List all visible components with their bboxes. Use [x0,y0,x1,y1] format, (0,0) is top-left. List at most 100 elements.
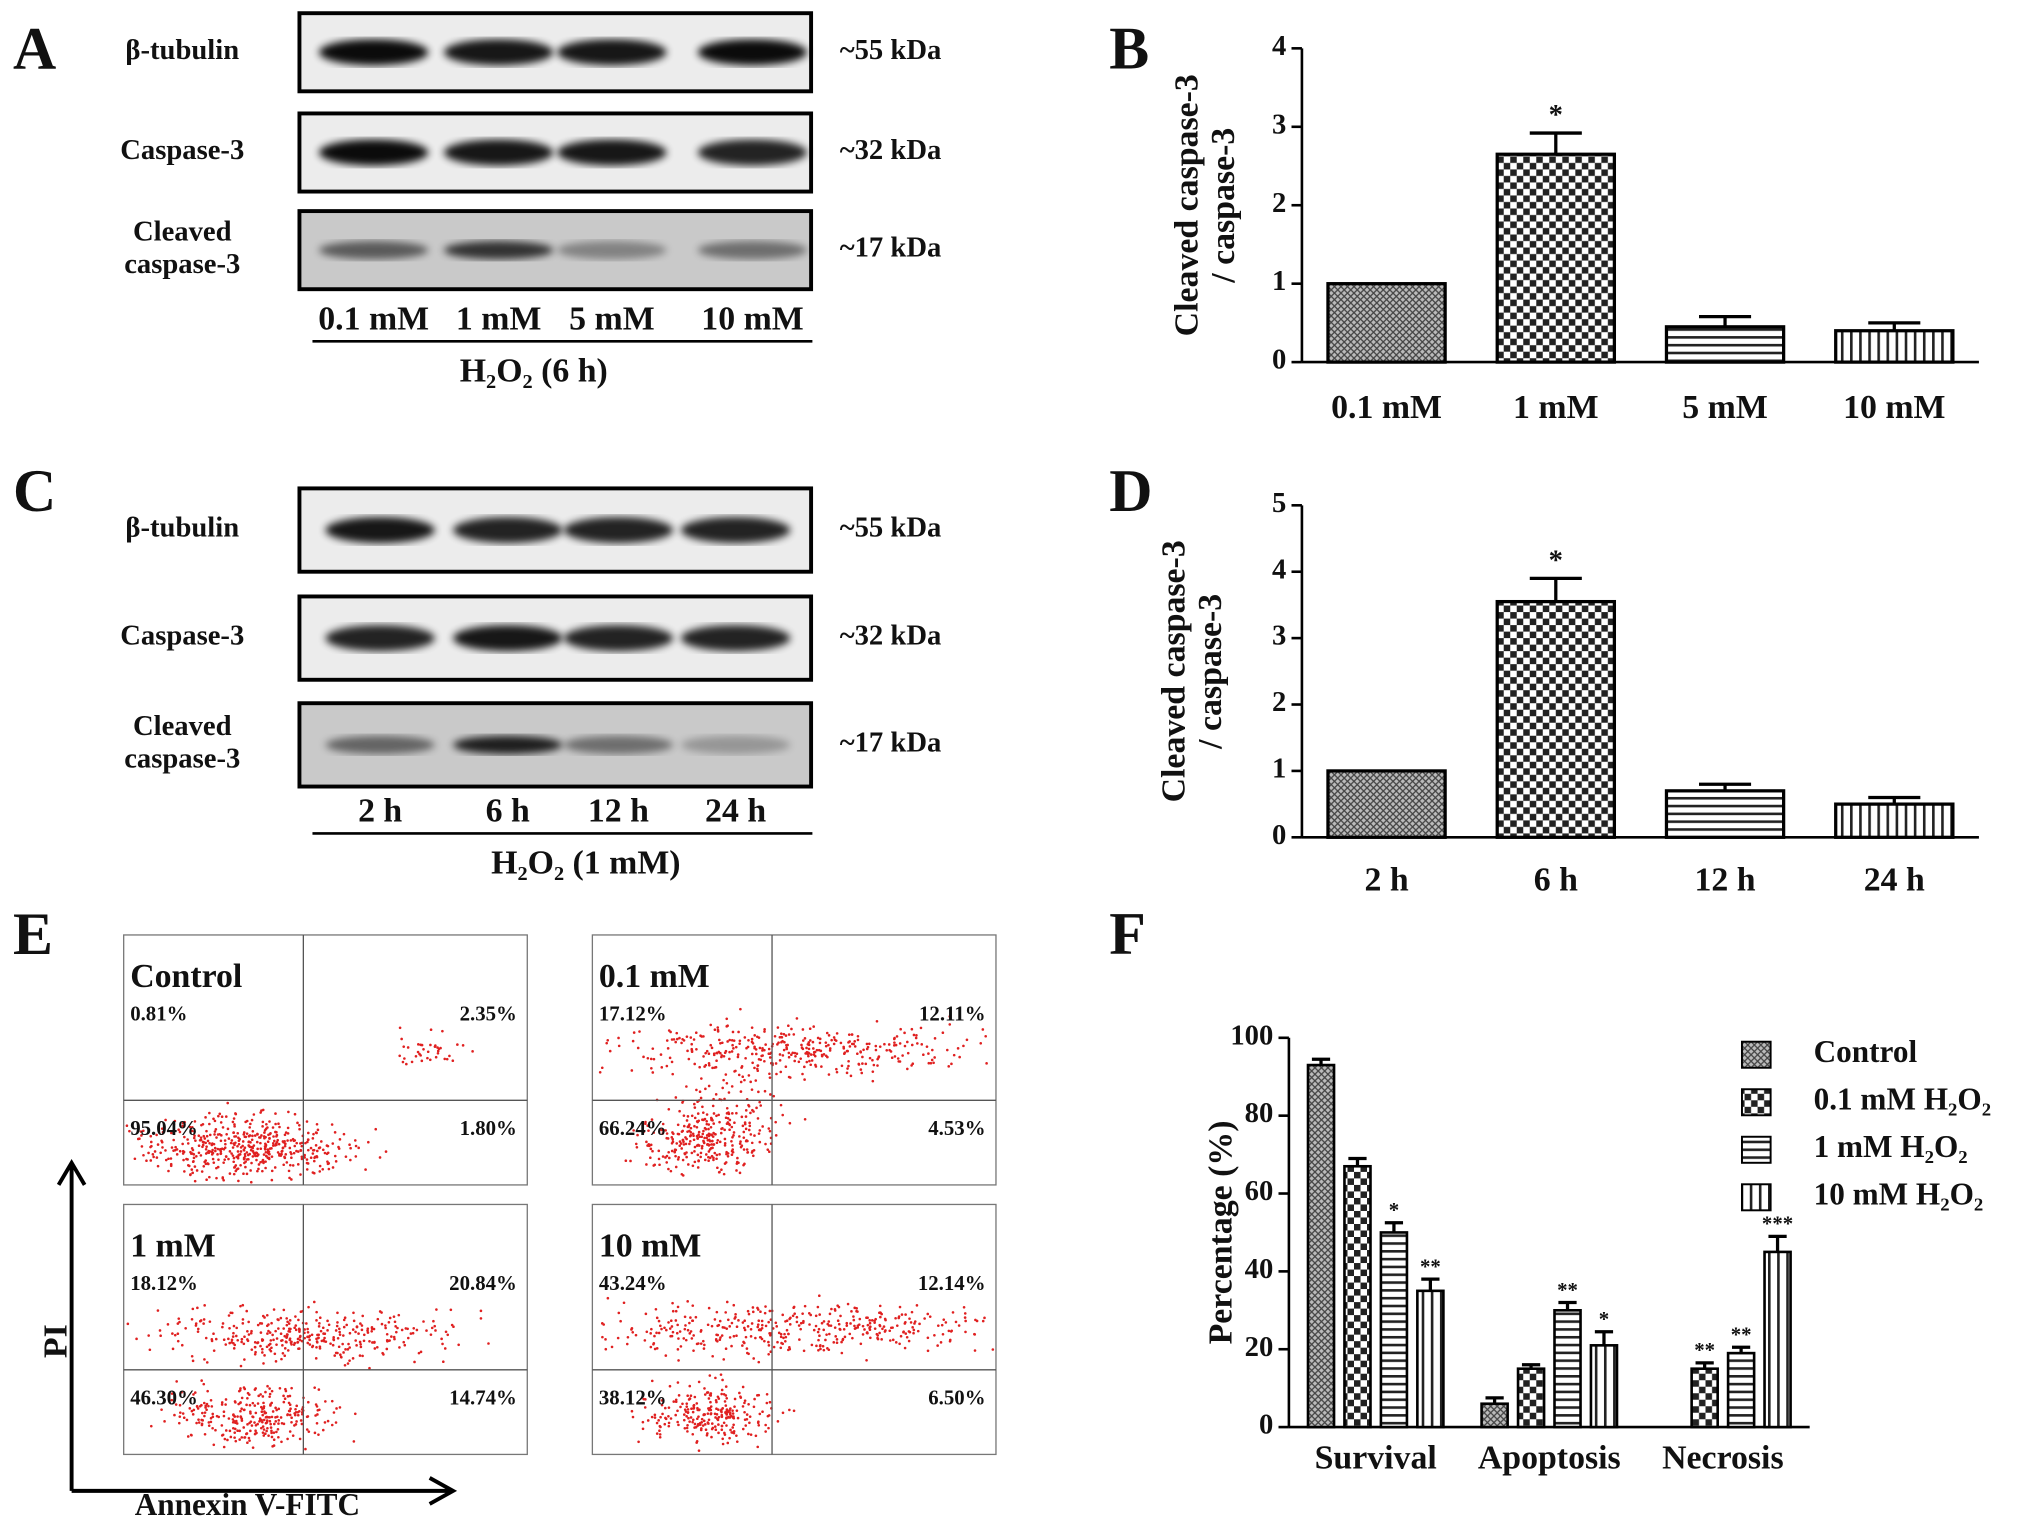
flow-event [296,1121,299,1125]
flow-event [330,1123,334,1126]
flow-event [246,1423,249,1426]
flow-event [254,1151,258,1154]
flow-event [281,1344,284,1347]
flow-event [665,1161,669,1164]
flow-event [298,1330,301,1333]
flow-event [652,1341,656,1345]
flow-event [629,1159,632,1163]
flow-event [707,1306,711,1310]
flow-event [909,1321,913,1324]
flow-event [176,1332,180,1336]
flow-event [737,1030,740,1034]
flow-event [856,1326,860,1329]
flow-event [256,1153,260,1156]
flow-event [725,1327,729,1330]
flow-event [747,1074,751,1077]
blot-band [563,735,674,754]
flow-event [404,1327,408,1330]
quadrant-percent: 43.24% [599,1271,667,1295]
flow-event [323,1336,326,1340]
flow-event [264,1127,268,1131]
flow-event [710,1133,714,1137]
flow-event [309,1146,313,1150]
flow-event [236,1429,239,1433]
flow-event [324,1400,327,1403]
flow-event [804,1052,807,1055]
flow-event [714,1093,718,1096]
flow-event [788,1121,792,1125]
flow-event [763,1059,766,1063]
panel-letter: F [1109,901,1146,967]
flow-event [336,1321,339,1324]
flow-event [228,1150,232,1153]
flow-event [722,1172,726,1176]
flow-event [679,1142,683,1145]
flow-event [268,1147,272,1150]
flow-event [681,1158,685,1162]
flow-event [703,1126,707,1130]
flow-event [713,1318,717,1321]
flow-event [264,1166,267,1170]
flow-event [451,1059,455,1063]
flow-event [744,1127,748,1131]
flow-event [353,1412,357,1416]
flow-event [176,1322,180,1325]
quadrant-percent: 4.53% [928,1116,985,1140]
flow-event [259,1111,262,1114]
flow-event [436,1049,440,1053]
flow-event [657,1149,661,1153]
flow-event [898,1305,902,1309]
flow-event [269,1349,273,1353]
flow-event [840,1351,844,1355]
flow-event [293,1341,297,1345]
flow-event [947,1329,951,1333]
flow-event [682,1413,686,1416]
flow-event [778,1053,782,1056]
flow-event [732,1131,736,1134]
flow-event [658,1424,662,1428]
flow-event [203,1358,206,1361]
flow-event [299,1419,303,1422]
flow-event [273,1139,276,1143]
flow-event [753,1066,756,1070]
blot-row-label: Caspase-3 [120,134,244,166]
flow-event [873,1321,876,1324]
flow-event [683,1315,687,1319]
flow-event [602,1323,606,1326]
flow-event [837,1322,841,1326]
quadrant-percent: 18.12% [130,1271,198,1295]
flow-event [690,1151,694,1155]
flow-event [243,1157,246,1160]
legend-label: 10 mM H₂O₂ [1814,1176,1984,1211]
flow-event [741,1385,745,1389]
flow-event [220,1134,223,1137]
flow-event [262,1401,265,1405]
flow-event [697,1159,700,1162]
flow-event [337,1327,341,1331]
flow-event [728,1057,731,1061]
bar [1834,329,1955,364]
flow-event [632,1129,635,1132]
flow-event [898,1042,902,1045]
flow-event [666,1137,670,1140]
flow-event [294,1315,297,1318]
flow-event [373,1347,377,1350]
flow-event [703,1343,706,1347]
flow-event [749,1335,753,1338]
flow-event [362,1339,366,1343]
flow-event [227,1314,231,1317]
flow-event [338,1406,342,1409]
flow-event [732,1423,735,1427]
flow-event [732,1334,736,1338]
flow-event [668,1156,671,1160]
flow-event [266,1332,269,1335]
flow-event [289,1163,292,1167]
flow-event [657,1419,660,1422]
flow-event [386,1339,389,1343]
flow-event [261,1413,265,1417]
flow-event [178,1415,182,1418]
flow-event [785,1328,789,1332]
flow-event [237,1136,240,1140]
flow-event [728,1325,732,1328]
flow-event [250,1161,253,1165]
